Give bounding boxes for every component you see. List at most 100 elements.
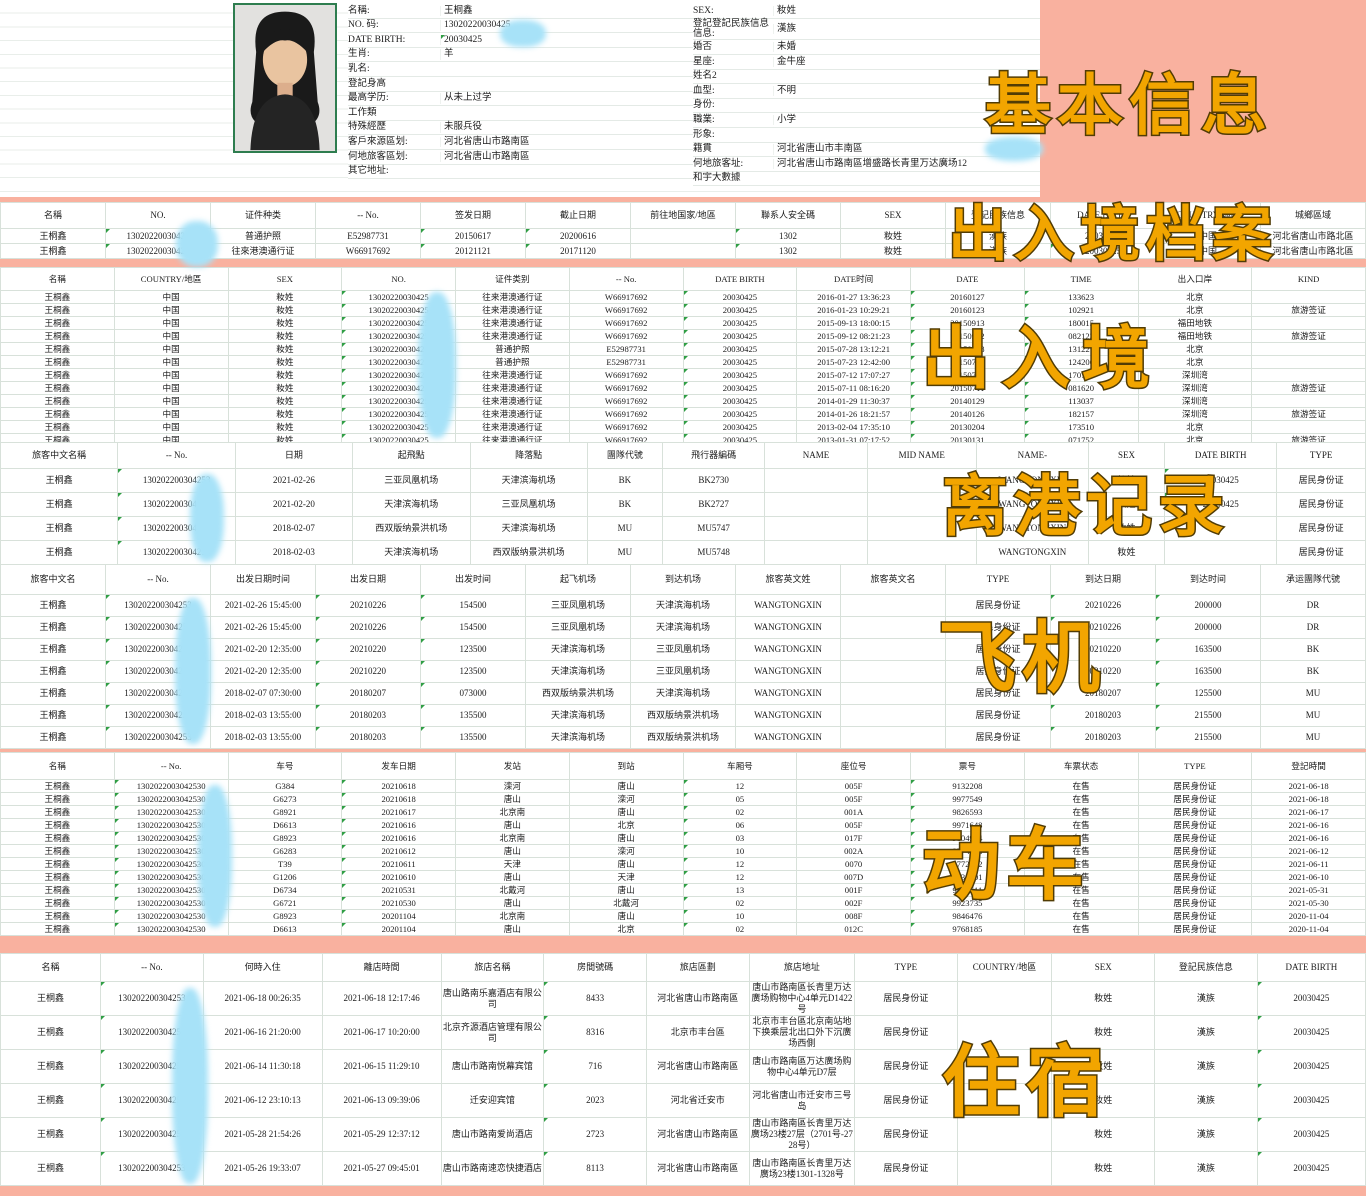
cell[interactable]: 02 <box>682 805 798 819</box>
cell[interactable]: 中国 <box>113 316 229 330</box>
cell[interactable]: 唐山 <box>568 883 684 897</box>
cell[interactable]: 06 <box>682 818 798 832</box>
cell[interactable]: 王桐鑫 <box>0 1117 101 1152</box>
cell[interactable]: 滦河 <box>568 792 684 806</box>
field-label[interactable]: 生肖: <box>348 49 370 60</box>
cell[interactable]: 20030425 <box>682 303 798 317</box>
cell[interactable]: 9768185 <box>910 922 1025 936</box>
column-header[interactable]: TYPE <box>1276 442 1366 469</box>
column-header[interactable]: 日期 <box>234 442 354 469</box>
cell[interactable]: 往来港澳通行证 <box>455 381 570 395</box>
column-header[interactable]: 團隊代號 <box>586 442 663 469</box>
cell[interactable]: 123500 <box>420 660 526 683</box>
cell[interactable]: 中国 <box>113 394 229 408</box>
cell[interactable]: 居民身份证 <box>945 726 1051 749</box>
cell[interactable]: 籹姓 <box>227 355 343 369</box>
cell[interactable]: 154500 <box>420 616 526 639</box>
column-header[interactable]: 发站 <box>455 752 570 780</box>
cell[interactable]: W66917692 <box>568 420 684 434</box>
cell[interactable]: 王桐鑫 <box>0 857 115 871</box>
cell[interactable]: 20210610 <box>341 870 456 884</box>
cell[interactable]: 迁安迎宾馆 <box>440 1083 545 1118</box>
cell[interactable]: 籹姓 <box>1051 1151 1156 1186</box>
cell[interactable] <box>956 1049 1053 1084</box>
column-header[interactable]: 证件类别 <box>455 267 570 291</box>
cell[interactable]: 河北省唐山市路南區 <box>645 1151 750 1186</box>
field-value[interactable]: 不明 <box>773 85 1040 97</box>
cell[interactable]: 王桐鑫 <box>0 660 106 683</box>
cell[interactable]: G8921 <box>227 805 343 819</box>
column-header[interactable]: DATE时间 <box>796 267 911 291</box>
cell[interactable]: 王桐鑫 <box>0 981 101 1016</box>
cell[interactable]: 河北省唐山市路南區 <box>645 1117 750 1152</box>
cell[interactable]: 河北省唐山市路南區 <box>645 981 750 1016</box>
cell[interactable]: 2021-05-28 21:54:26 <box>202 1117 323 1152</box>
cell[interactable]: 唐山路南乐嘉酒店有限公司 <box>440 981 545 1016</box>
cell[interactable]: 20030425 <box>1256 1117 1366 1152</box>
cell[interactable]: 往来港澳通行证 <box>455 316 570 330</box>
cell[interactable]: 20030425 <box>682 394 798 408</box>
cell[interactable] <box>840 594 946 617</box>
cell[interactable] <box>764 492 868 517</box>
cell[interactable]: 20210220 <box>315 638 421 661</box>
cell[interactable]: 居民身份证 <box>1276 492 1366 517</box>
column-header[interactable]: DATE BIRTH <box>1050 202 1156 229</box>
cell[interactable]: 2023 <box>543 1083 647 1118</box>
column-header[interactable]: -- No. <box>315 202 421 229</box>
field-label[interactable]: 身份: <box>693 100 715 111</box>
column-header[interactable]: 降落點 <box>469 442 588 469</box>
cell[interactable]: 王桐鑫 <box>0 492 119 517</box>
cell[interactable]: 唐山 <box>568 909 684 923</box>
field-value[interactable]: 漢族 <box>773 23 1040 35</box>
column-header[interactable]: 前往地国家/地區 <box>630 202 736 229</box>
cell[interactable]: 籹姓 <box>227 420 343 434</box>
cell[interactable]: 王桐鑫 <box>0 1015 101 1050</box>
cell[interactable]: 001F <box>796 883 911 897</box>
cell[interactable]: 居民身份证 <box>1137 818 1253 832</box>
cell[interactable]: 182157 <box>1023 407 1139 421</box>
cell[interactable]: G1206 <box>227 870 343 884</box>
cell[interactable]: 081620 <box>1023 381 1139 395</box>
column-header[interactable]: KIND <box>1251 267 1366 291</box>
column-header[interactable]: 名稱 <box>0 267 115 291</box>
cell[interactable]: 2021-06-18 <box>1251 779 1366 793</box>
cell[interactable]: 12 <box>682 857 798 871</box>
cell[interactable]: 2015-09-13 18:00:15 <box>796 316 911 330</box>
cell[interactable]: W66917692 <box>568 290 684 304</box>
cell[interactable]: 716 <box>543 1049 647 1084</box>
cell[interactable]: 2021-05-30 <box>1251 896 1366 910</box>
cell[interactable] <box>956 1117 1053 1152</box>
cell[interactable]: 中国 <box>1155 243 1261 259</box>
cell[interactable]: 王桐鑫 <box>0 355 115 369</box>
cell[interactable]: 05 <box>682 792 798 806</box>
cell[interactable]: 北京南 <box>455 805 570 819</box>
column-header[interactable]: 到站 <box>568 752 684 780</box>
cell[interactable]: 20180203 <box>1050 726 1156 749</box>
cell[interactable]: 居民身份证 <box>1137 844 1253 858</box>
cell[interactable]: 2021-06-17 10:20:00 <box>321 1015 442 1050</box>
cell[interactable]: G6283 <box>227 844 343 858</box>
cell[interactable]: 往来港澳通行证 <box>455 420 570 434</box>
cell[interactable]: 王桐鑫 <box>0 818 115 832</box>
cell[interactable]: 三亚凤凰机场 <box>630 660 736 683</box>
cell[interactable]: 20210220 <box>315 660 421 683</box>
cell[interactable]: 漢族 <box>1154 1015 1258 1050</box>
cell[interactable] <box>764 540 868 565</box>
cell[interactable]: W66917692 <box>568 394 684 408</box>
cell[interactable]: 唐山市路南區长青里万达廣场23楼1301-1328号 <box>748 1151 856 1186</box>
cell[interactable]: 20130204 <box>910 420 1025 434</box>
cell[interactable]: 2021-05-29 12:37:12 <box>321 1117 442 1152</box>
column-header[interactable]: 旅店名稱 <box>440 953 545 982</box>
column-header[interactable]: 名稱 <box>0 202 106 229</box>
column-header[interactable]: 车号 <box>227 752 343 780</box>
cell[interactable]: WANGTONGXIN <box>735 682 841 705</box>
cell[interactable]: 王桐鑫 <box>0 316 115 330</box>
cell[interactable]: D6613 <box>227 922 343 936</box>
column-header[interactable]: 车厢号 <box>682 752 798 780</box>
cell[interactable]: 2021-02-26 15:45:00 <box>210 594 316 617</box>
cell[interactable]: 籹姓 <box>1087 492 1166 517</box>
field-label[interactable]: 籍貫 <box>693 144 713 155</box>
column-header[interactable]: COUNTRY/地區 <box>956 953 1053 982</box>
cell[interactable]: 王桐鑫 <box>0 243 106 259</box>
cell[interactable]: 163500 <box>1155 660 1261 683</box>
